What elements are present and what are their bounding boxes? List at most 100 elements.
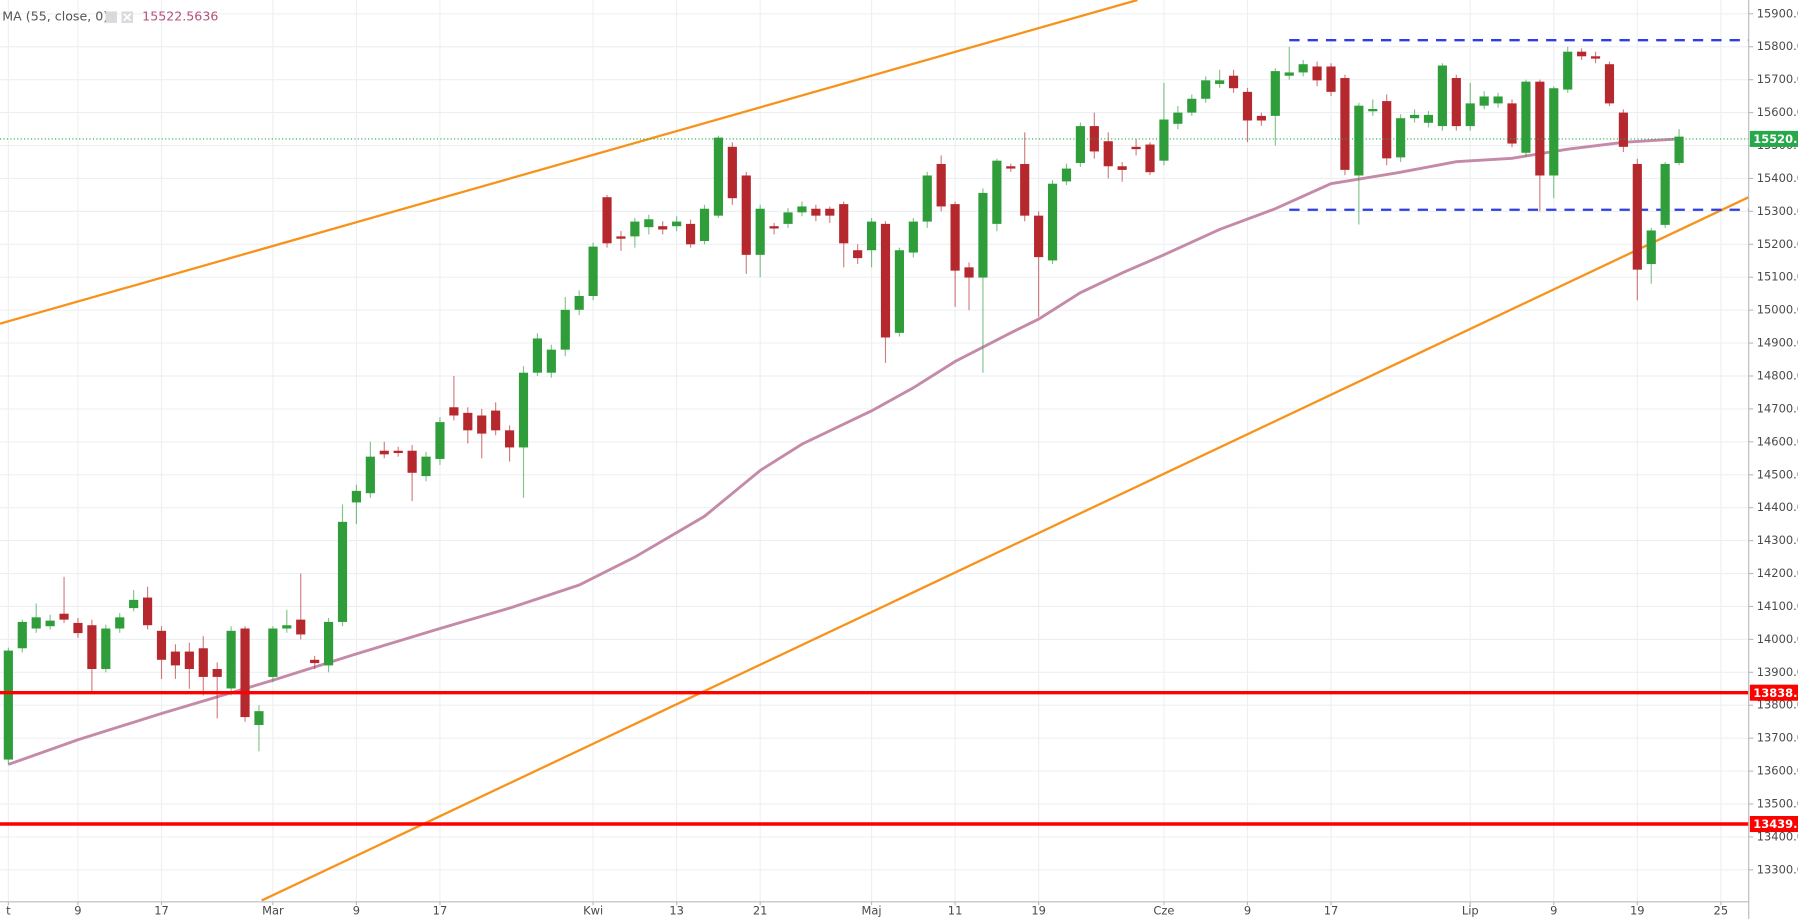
candle-body — [560, 309, 570, 350]
candle-body — [602, 197, 612, 244]
candle-body — [435, 422, 445, 459]
candle-body — [964, 267, 974, 278]
y-tick-label: 13800.0 — [1757, 698, 1798, 712]
ma-line — [7, 137, 1680, 766]
x-tick-label: 17 — [1324, 903, 1339, 917]
candle-body — [1632, 163, 1642, 270]
candle-body — [1228, 75, 1239, 89]
candle-body — [950, 204, 960, 271]
x-tick-label: 9 — [1550, 903, 1557, 917]
x-tick-label: 19 — [1630, 903, 1645, 917]
candle-body — [1326, 66, 1336, 92]
x-tick-label: Maj — [862, 903, 882, 917]
candle-body — [894, 250, 904, 333]
candle-body — [1312, 66, 1322, 81]
candle-body — [1479, 96, 1489, 106]
candle-body — [741, 175, 751, 255]
y-tick-label: 15000.0 — [1757, 303, 1798, 317]
candle-body — [853, 250, 863, 259]
candle-body — [1451, 78, 1461, 127]
candle-body — [825, 208, 835, 216]
candle-body — [1604, 64, 1615, 104]
candle-body — [1298, 64, 1308, 73]
candle-body — [449, 407, 459, 416]
candle-body — [1590, 56, 1601, 59]
trend-line — [0, 0, 1138, 325]
y-tick-label: 15200.0 — [1757, 237, 1798, 251]
candle-body — [1423, 114, 1434, 123]
candle-body — [672, 221, 682, 227]
candle-body — [518, 372, 529, 448]
candle-body — [1270, 71, 1280, 116]
candle-body — [1187, 98, 1197, 113]
candle-body — [1437, 65, 1447, 127]
candle-body — [3, 650, 13, 760]
candle-body — [1465, 103, 1475, 127]
x-tick-label: 9 — [1244, 903, 1251, 917]
x-tick-label: Mar — [262, 903, 284, 917]
candle-body — [1047, 183, 1058, 261]
candle-body — [811, 208, 821, 216]
candle-body — [59, 613, 69, 620]
x-tick-label: Cze — [1153, 903, 1174, 917]
candle-body — [17, 621, 27, 649]
candle-body — [87, 625, 97, 670]
x-tick-label: Kwi — [583, 903, 603, 917]
indicator-value: 15522.5636 — [142, 9, 218, 24]
candle-body — [1061, 168, 1072, 182]
x-tick-label: 25 — [1714, 903, 1729, 917]
candle-body — [463, 412, 473, 431]
y-tick-label: 15700.0 — [1757, 72, 1798, 86]
candle-body — [755, 208, 765, 255]
candle-body — [1117, 166, 1127, 170]
candle-body — [1242, 91, 1253, 121]
candle-body — [630, 221, 640, 237]
candle-body — [1507, 103, 1517, 144]
candle-body — [1256, 115, 1266, 121]
candle-body — [1368, 108, 1378, 112]
trend-line — [261, 196, 1750, 902]
candle-body — [310, 659, 320, 664]
y-tick-label: 14800.0 — [1757, 368, 1798, 382]
candle-body — [504, 430, 515, 448]
y-tick-label: 14300.0 — [1757, 533, 1798, 547]
candle-body — [1034, 215, 1044, 258]
candle-body — [1382, 101, 1392, 159]
candle-body — [685, 223, 696, 245]
settings-icon[interactable] — [105, 11, 117, 23]
x-tick-label: 9 — [74, 903, 81, 917]
candle-body — [115, 617, 125, 629]
candle-body — [365, 456, 375, 494]
candle-body — [880, 223, 891, 338]
candle-body — [1618, 112, 1628, 147]
candle-body — [421, 456, 431, 477]
candle-body — [45, 620, 55, 627]
x-tick-label: 13 — [669, 903, 684, 917]
candle-body — [351, 490, 362, 503]
y-tick-label: 14600.0 — [1757, 434, 1798, 448]
candle-body — [268, 628, 278, 677]
y-tick-label: 14400.0 — [1757, 500, 1798, 514]
candle-body — [936, 163, 946, 207]
candle-body — [240, 628, 250, 718]
candle-body — [477, 415, 487, 434]
candle-body — [1340, 78, 1350, 170]
level-label-box — [1749, 815, 1798, 833]
candle-body — [797, 206, 807, 213]
candle-body — [1563, 51, 1573, 90]
candle-body — [908, 221, 918, 253]
candle-body — [1549, 88, 1559, 176]
candle-body — [727, 146, 737, 199]
candle-body — [532, 338, 543, 373]
x-tick-label: Lip — [1462, 903, 1479, 917]
candle-body — [866, 221, 877, 251]
candle-body — [658, 226, 668, 230]
close-icon-cross — [123, 13, 132, 22]
candle-body — [1145, 144, 1155, 173]
candle-body — [644, 219, 654, 228]
candle-body — [1646, 230, 1656, 265]
candle-body — [1396, 118, 1406, 158]
candle-body — [1284, 72, 1294, 76]
